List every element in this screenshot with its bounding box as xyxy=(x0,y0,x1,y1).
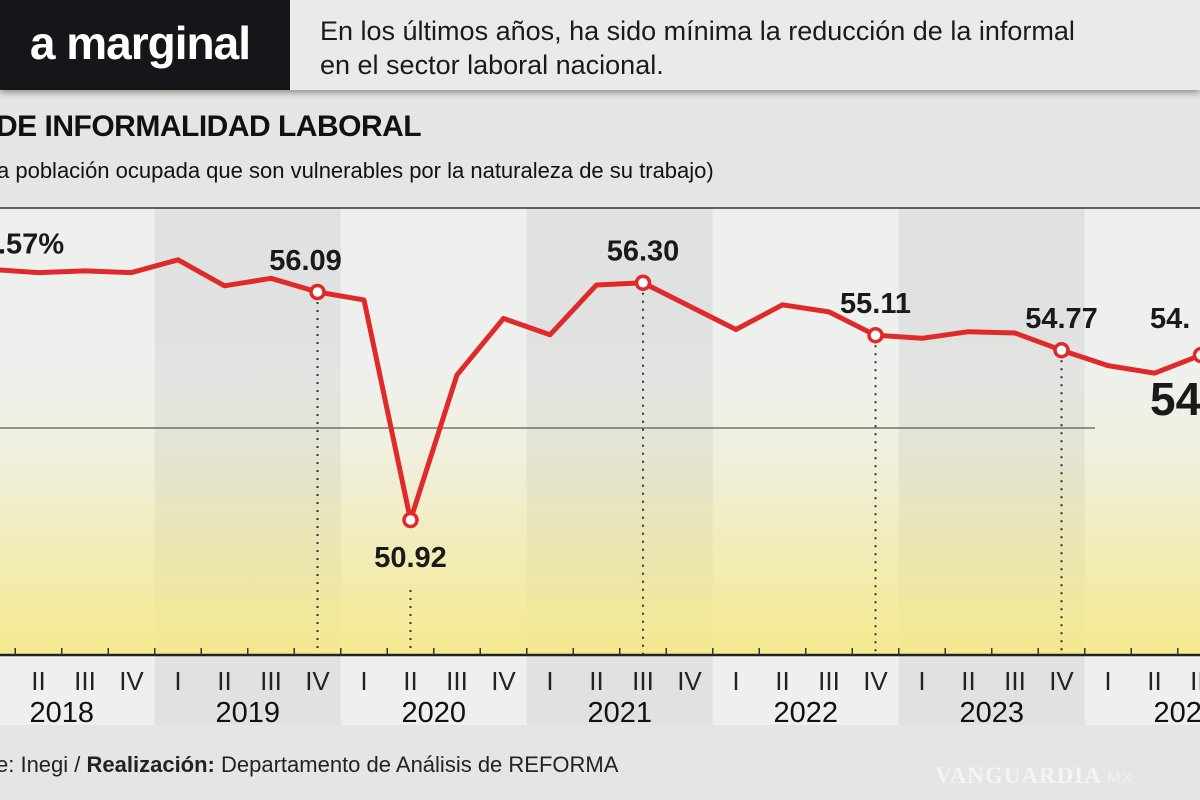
quarter-label: I xyxy=(1104,666,1111,696)
watermark-brand: VANGUARDIA xyxy=(935,763,1101,788)
dek-line-2: en el sector laboral nacional. xyxy=(320,50,664,80)
quarter-label: IV xyxy=(677,666,702,696)
highlight-marker xyxy=(1192,346,1200,364)
data-label: .57% xyxy=(0,229,64,261)
data-label: 50.92 xyxy=(374,542,447,574)
quarter-label: IV xyxy=(491,666,516,696)
quarter-label: I xyxy=(360,666,367,696)
quarter-label: I xyxy=(546,666,553,696)
year-label: 2018 xyxy=(29,697,94,729)
year-label: 202 xyxy=(1154,697,1200,729)
quarter-label: III xyxy=(818,666,840,696)
header-band: a marginal En los últimos años, ha sido … xyxy=(0,0,1200,90)
year-label: 2021 xyxy=(587,697,652,729)
highlight-marker xyxy=(867,326,884,344)
headline-box: a marginal xyxy=(0,0,290,90)
dek-line-1: En los últimos años, ha sido mínima la r… xyxy=(320,16,1075,46)
watermark-suffix: MX xyxy=(1107,770,1134,787)
highlight-marker xyxy=(309,283,326,301)
highlight-marker xyxy=(634,274,652,291)
quarter-label: II xyxy=(961,666,975,696)
quarter-label: II xyxy=(1147,666,1161,696)
quarter-label: III xyxy=(1004,666,1026,696)
year-label: 2019 xyxy=(215,697,280,729)
data-label: 54. xyxy=(1150,303,1190,335)
footnote: e: Inegi / Realización: Departamento de … xyxy=(0,752,618,778)
quarter-label: II xyxy=(403,666,417,696)
dek: En los últimos años, ha sido mínima la r… xyxy=(320,14,1075,82)
quarter-label: III xyxy=(260,666,282,696)
year-label: 2022 xyxy=(773,697,838,729)
quarter-label: I xyxy=(174,666,181,696)
quarter-label: II xyxy=(31,666,45,696)
source-text: e: Inegi / xyxy=(0,752,87,777)
quarter-label: II xyxy=(589,666,603,696)
chart-title: DE INFORMALIDAD LABORAL xyxy=(0,110,422,143)
watermark-logo: VANGUARDIA MX xyxy=(935,763,1133,789)
quarter-label: III xyxy=(446,666,468,696)
quarter-label: III xyxy=(74,666,96,696)
year-label: 2023 xyxy=(959,697,1024,729)
data-label: 55.11 xyxy=(840,288,911,320)
highlight-marker xyxy=(402,511,419,529)
highlight-marker xyxy=(1053,341,1070,359)
credit-text: Departamento de Análisis de REFORMA xyxy=(214,752,619,777)
quarter-label: IV xyxy=(1049,666,1074,696)
data-label: 54.77 xyxy=(1025,303,1098,335)
quarter-label: IV xyxy=(863,666,888,696)
data-label: 56.09 xyxy=(269,245,342,277)
quarter-label: I xyxy=(732,666,739,696)
credit-label: Realización: xyxy=(86,752,215,777)
data-label: 56.30 xyxy=(607,236,680,268)
quarter-label: II xyxy=(217,666,231,696)
headline: a marginal xyxy=(29,17,251,69)
quarter-label: IV xyxy=(119,666,144,696)
quarter-label: IV xyxy=(305,666,330,696)
quarter-label: III xyxy=(632,666,654,696)
quarter-label: III xyxy=(1190,666,1200,696)
quarter-label: I xyxy=(918,666,925,696)
yellow-gradient xyxy=(0,328,1200,655)
chart-subtitle: a población ocupada que son vulnerables … xyxy=(0,158,714,183)
year-label: 2020 xyxy=(401,697,466,729)
quarter-label: II xyxy=(775,666,789,696)
highlight-value: 54.4 xyxy=(1150,373,1200,425)
